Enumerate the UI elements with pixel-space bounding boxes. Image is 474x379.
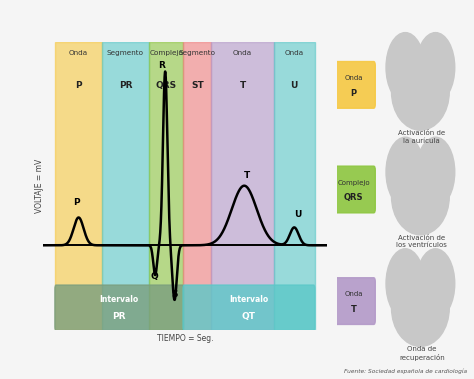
FancyBboxPatch shape — [55, 285, 183, 331]
Ellipse shape — [392, 158, 449, 235]
X-axis label: TIEMPO = Seg.: TIEMPO = Seg. — [156, 334, 213, 343]
Ellipse shape — [392, 53, 449, 130]
Text: U: U — [294, 210, 301, 219]
Bar — [183, 42, 211, 330]
FancyBboxPatch shape — [332, 166, 375, 213]
Text: Onda: Onda — [345, 75, 363, 81]
Text: P: P — [73, 197, 80, 207]
Text: Onda de
recuperación: Onda de recuperación — [399, 346, 445, 361]
Ellipse shape — [416, 33, 455, 102]
Text: Onda: Onda — [69, 50, 88, 56]
Ellipse shape — [392, 270, 449, 346]
Text: Onda: Onda — [345, 291, 363, 297]
Text: Onda: Onda — [233, 50, 252, 56]
Text: Segmento: Segmento — [107, 50, 144, 56]
Ellipse shape — [386, 33, 425, 102]
Text: PR: PR — [118, 81, 132, 91]
Text: Onda: Onda — [285, 50, 304, 56]
Text: T: T — [244, 171, 250, 180]
Bar — [211, 42, 274, 330]
Text: Intervalo: Intervalo — [229, 295, 269, 304]
Bar — [149, 42, 183, 330]
Bar — [55, 42, 102, 330]
Ellipse shape — [416, 137, 455, 207]
Text: ST: ST — [191, 81, 204, 91]
Text: QRS: QRS — [155, 81, 177, 91]
Ellipse shape — [416, 249, 455, 318]
Text: T: T — [239, 81, 246, 91]
Text: Complejo: Complejo — [149, 50, 183, 56]
Text: PR: PR — [112, 312, 126, 321]
Text: Activación de
la aurícula: Activación de la aurícula — [398, 130, 446, 144]
Text: Activación de
los ventrículos: Activación de los ventrículos — [396, 235, 447, 248]
Text: T: T — [351, 305, 356, 314]
FancyBboxPatch shape — [332, 61, 375, 108]
Ellipse shape — [386, 137, 425, 207]
Text: P: P — [351, 89, 357, 98]
Text: R: R — [159, 61, 165, 70]
Text: QT: QT — [242, 312, 256, 321]
Text: Intervalo: Intervalo — [100, 295, 139, 304]
Text: Q: Q — [151, 272, 158, 281]
Text: U: U — [291, 81, 298, 91]
Text: Complejo: Complejo — [337, 180, 370, 186]
Text: P: P — [75, 81, 82, 91]
Text: QRS: QRS — [344, 193, 364, 202]
FancyBboxPatch shape — [183, 285, 315, 331]
Text: Segmento: Segmento — [179, 50, 216, 56]
Text: Fuente: Sociedad española de cardiología: Fuente: Sociedad española de cardiología — [344, 369, 467, 374]
Y-axis label: VOLTAJE = mV: VOLTAJE = mV — [36, 158, 45, 213]
Bar — [274, 42, 315, 330]
Text: S: S — [171, 290, 178, 299]
Ellipse shape — [386, 249, 425, 318]
Bar — [102, 42, 149, 330]
FancyBboxPatch shape — [332, 278, 375, 324]
